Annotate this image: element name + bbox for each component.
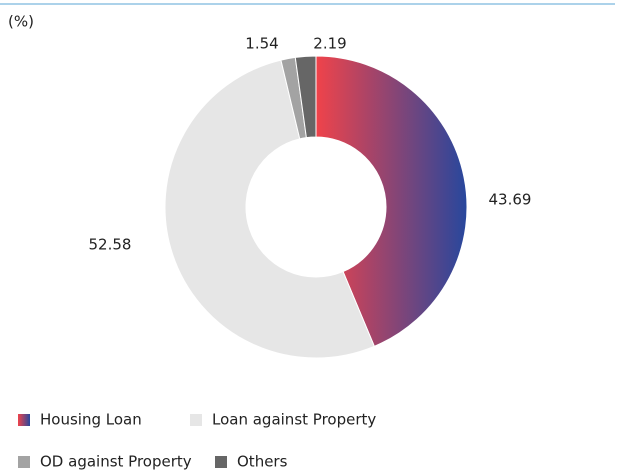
legend-label: Housing Loan: [40, 411, 142, 429]
legend-swatch: [190, 414, 202, 426]
donut-slice: [315, 55, 468, 347]
data-label: 52.58: [89, 236, 132, 254]
data-label: 1.54: [245, 35, 278, 53]
legend-swatch: [18, 456, 30, 468]
legend-label: Loan against Property: [212, 411, 376, 429]
legend-swatch: [215, 456, 227, 468]
data-label: 43.69: [489, 191, 532, 209]
chart-title: (%): [8, 13, 34, 31]
legend-label: Others: [237, 453, 288, 471]
legend-swatch: [18, 414, 30, 426]
legend-label: OD against Property: [40, 453, 192, 471]
data-label: 2.19: [313, 35, 346, 53]
donut-slice: [164, 59, 375, 359]
donut-slice: [294, 55, 317, 139]
